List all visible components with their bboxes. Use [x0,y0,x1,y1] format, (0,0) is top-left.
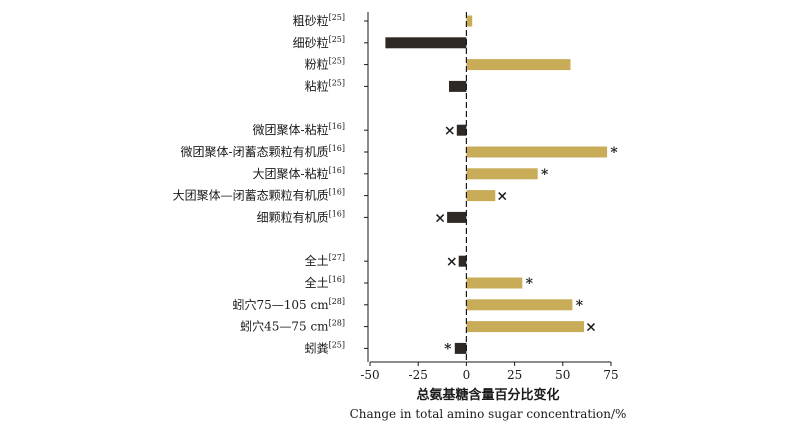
category-label: 蚓穴45—75 cm[28] [240,319,345,334]
bar [454,342,467,354]
bar [466,146,608,158]
category-reference: [16] [329,166,345,175]
bar [447,211,467,223]
category-label-text: 蚓穴45—75 cm [240,319,329,334]
category-label: 全土[16] [305,275,345,290]
x-tick-label: 25 [507,368,522,382]
bar [456,124,467,136]
cross-marker: × [585,320,597,336]
x-tick-label: 0 [463,368,471,382]
bar [466,15,473,27]
category-label: 大团聚体-粘粒[16] [253,166,345,181]
category-label-text: 大团聚体-粘粒 [253,166,329,181]
category-label: 粗砂粒[25] [293,13,345,28]
category-reference: [16] [329,209,345,218]
x-axis-title-cn: 总氨基糖含量百分比变化 [416,387,559,403]
bar [385,37,467,49]
category-reference: [28] [329,319,345,328]
significance-asterisk: * [610,145,618,161]
cross-marker: × [444,123,456,139]
category-label: 蚓穴75—105 cm[28] [232,297,345,312]
bar [458,255,467,267]
category-reference: [16] [329,144,345,153]
cross-marker: × [446,254,458,270]
category-label-text: 全土 [305,253,329,268]
significance-asterisk: * [444,341,452,357]
category-reference: [25] [329,13,345,22]
category-reference: [25] [329,35,345,44]
category-reference: [25] [329,78,345,87]
category-label-layer: 粗砂粒[25]细砂粒[25]粉粒[25]粘粒[25]微团聚体-粘粒[16]微团聚… [173,13,345,355]
cross-marker: × [434,210,446,226]
category-label-text: 微团聚体-粘粒 [253,122,329,137]
x-tick-label: -50 [360,368,379,382]
category-reference: [16] [329,188,345,197]
significance-asterisk: * [526,276,534,292]
category-label: 蚓粪[25] [305,340,345,355]
category-reference: [28] [329,297,345,306]
category-label-text: 蚓穴75—105 cm [232,297,329,312]
category-reference: [16] [329,122,345,131]
category-label-text: 细砂粒 [293,35,329,50]
category-reference: [16] [329,275,345,284]
category-label-text: 细颗粒有机质 [257,209,329,224]
category-label: 细砂粒[25] [293,35,345,50]
bar [466,59,571,71]
category-label: 细颗粒有机质[16] [257,209,345,224]
bar [466,321,584,333]
category-reference: [27] [329,253,345,262]
significance-asterisk: * [576,298,584,314]
axis-layer: -50 -25 0 25 50 75 [360,12,619,382]
marker-layer: ×**×××**×* [434,123,618,357]
category-reference: [25] [329,57,345,66]
significance-asterisk: * [541,167,549,183]
category-label-text: 粗砂粒 [293,13,329,28]
category-label: 粘粒[25] [305,78,345,93]
bar [466,190,496,202]
category-label: 微团聚体-闭蓄态颗粒有机质[16] [181,144,345,159]
bar [466,299,573,311]
cross-marker: × [496,189,508,205]
category-label-text: 粉粒 [305,57,329,72]
bar [449,80,467,92]
x-tick-label: 75 [603,368,618,382]
category-label-text: 蚓粪 [305,340,329,355]
category-label-text: 大团聚体—闭蓄态颗粒有机质 [173,188,329,203]
x-tick-label: 50 [555,368,570,382]
bar [466,277,523,289]
category-label: 全土[27] [305,253,345,268]
category-label: 大团聚体—闭蓄态颗粒有机质[16] [173,188,345,203]
category-label-text: 粘粒 [305,78,329,93]
category-reference: [25] [329,340,345,349]
category-label-text: 全土 [305,275,329,290]
category-label: 粉粒[25] [305,57,345,72]
x-axis-title-en: Change in total amino sugar concentratio… [350,407,627,421]
category-label: 微团聚体-粘粒[16] [253,122,345,137]
bar [466,168,538,180]
x-tick-label: -25 [409,368,428,382]
category-label-text: 微团聚体-闭蓄态颗粒有机质 [181,144,329,159]
bar-layer [385,15,608,354]
